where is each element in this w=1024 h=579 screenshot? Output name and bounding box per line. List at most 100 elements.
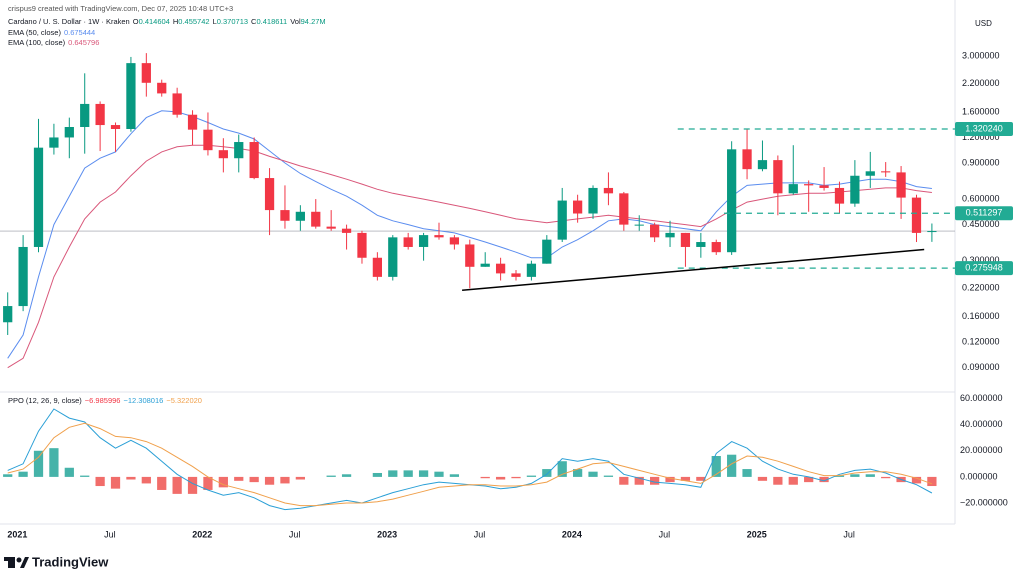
- y-tick-label: 0.090000: [962, 362, 1000, 372]
- candle-body: [573, 200, 583, 214]
- histogram-bar: [449, 474, 460, 477]
- candle-body: [264, 178, 275, 211]
- histogram-bar: [573, 469, 583, 477]
- histogram-bar: [203, 476, 213, 490]
- overlay-legend-row: EMA (50, close) 0.675444: [8, 28, 102, 38]
- histogram-bar: [326, 475, 336, 477]
- histogram-bar: [834, 475, 845, 477]
- candle-body: [911, 197, 922, 233]
- candle-body: [280, 210, 290, 221]
- level-label: 0.511297: [966, 208, 1003, 218]
- histogram-bar: [881, 476, 891, 479]
- y-tick-label: 0.220000: [962, 283, 1000, 293]
- signal-line: [7, 422, 933, 507]
- x-tick-label: Jul: [659, 529, 671, 539]
- histogram-bar: [95, 476, 105, 487]
- histogram-bar: [927, 476, 937, 487]
- candle-body: [927, 231, 937, 233]
- histogram-bar: [511, 476, 521, 479]
- histogram-bar: [680, 476, 691, 481]
- y-tick-label: 60.000000: [960, 393, 1003, 403]
- histogram-bar: [804, 476, 814, 483]
- candle-body: [480, 263, 490, 267]
- candle-body: [49, 137, 59, 148]
- candle-body: [403, 237, 413, 247]
- y-tick-label: 40.000000: [960, 419, 1003, 429]
- histogram-bar: [234, 476, 244, 481]
- candle-body: [542, 239, 552, 264]
- histogram-bar: [603, 475, 614, 477]
- ohlc-key: C: [251, 17, 257, 26]
- histogram-bar: [557, 461, 567, 477]
- y-tick-label: −20.000000: [960, 497, 1008, 507]
- histogram-bar: [388, 470, 398, 477]
- candle-body: [619, 193, 629, 225]
- brand: TradingView: [32, 554, 109, 569]
- histogram-bar: [280, 476, 290, 484]
- histogram-bar: [49, 448, 59, 477]
- histogram-bar: [418, 470, 429, 477]
- ppo-title: PPO (12, 26, 9, close): [8, 396, 82, 405]
- histogram-bar: [911, 476, 922, 484]
- histogram-bar: [33, 450, 44, 477]
- histogram-last: −6.985996: [84, 396, 121, 405]
- candle-body: [834, 187, 845, 204]
- candle-body: [218, 150, 228, 159]
- candle-body: [295, 211, 305, 221]
- currency-label: USD: [975, 19, 992, 28]
- candle-body: [18, 246, 28, 307]
- histogram-bar: [773, 476, 783, 485]
- candle-body: [603, 187, 614, 194]
- histogram-bar: [403, 470, 413, 477]
- candle-body: [711, 242, 721, 253]
- histogram-bar: [634, 476, 644, 485]
- y-tick-label: 0.120000: [962, 336, 1000, 346]
- x-tick-label: 2021: [7, 529, 27, 539]
- y-tick-label: 3.000000: [962, 50, 1000, 60]
- candle-body: [388, 237, 398, 277]
- y-tick-label: 2.200000: [962, 78, 1000, 88]
- candle-body: [588, 187, 598, 214]
- candle-body: [110, 125, 121, 129]
- histogram-bar: [665, 476, 675, 483]
- y-tick-label: 0.900000: [962, 157, 1000, 167]
- histogram-bar: [711, 456, 721, 477]
- candle-body: [357, 232, 367, 258]
- histogram-bar: [249, 476, 259, 483]
- x-tick-label: Jul: [474, 529, 486, 539]
- candle-body: [64, 126, 74, 138]
- histogram-bar: [742, 469, 752, 477]
- candle-body: [341, 228, 352, 233]
- ohlc-key: Vol: [290, 17, 301, 26]
- overlay-name: EMA (100, close): [8, 38, 66, 47]
- created-text: crispus9 created with TradingView.com, D…: [8, 4, 234, 13]
- y-tick-label: 1.600000: [962, 106, 1000, 116]
- candle-body: [465, 244, 475, 267]
- ohlc-value: 0.418611: [256, 17, 288, 26]
- histogram-bar: [172, 476, 182, 494]
- histogram-bar: [157, 476, 167, 490]
- histogram-bar: [126, 476, 136, 480]
- ohlc-key: H: [172, 17, 179, 26]
- level-label: 1.320240: [965, 123, 1003, 133]
- symbol-title: Cardano / U. S. Dollar · 1W · Kraken: [8, 17, 130, 26]
- candle-body: [757, 160, 768, 170]
- overlay-value: 0.645796: [68, 38, 100, 47]
- level-tag: [955, 261, 1013, 276]
- histogram-bar: [757, 476, 768, 481]
- ppo-line: [7, 408, 933, 511]
- signal-last: −5.322020: [166, 396, 202, 405]
- candle-body: [187, 114, 198, 130]
- x-tick-label: Jul: [104, 529, 116, 539]
- histogram-bar: [434, 471, 444, 477]
- overlay-legend-row: EMA (100, close) 0.645796: [8, 38, 102, 48]
- histogram-bar: [18, 471, 28, 477]
- candle-body: [249, 142, 259, 179]
- y-tick-label: 1.200000: [962, 132, 1000, 142]
- level-tag: [955, 121, 1013, 136]
- histogram-bar: [372, 472, 382, 477]
- overlay-legend: EMA (50, close) 0.675444 EMA (100, close) 0…: [8, 28, 102, 48]
- histogram-bar: [542, 469, 552, 477]
- candle-body: [80, 103, 90, 127]
